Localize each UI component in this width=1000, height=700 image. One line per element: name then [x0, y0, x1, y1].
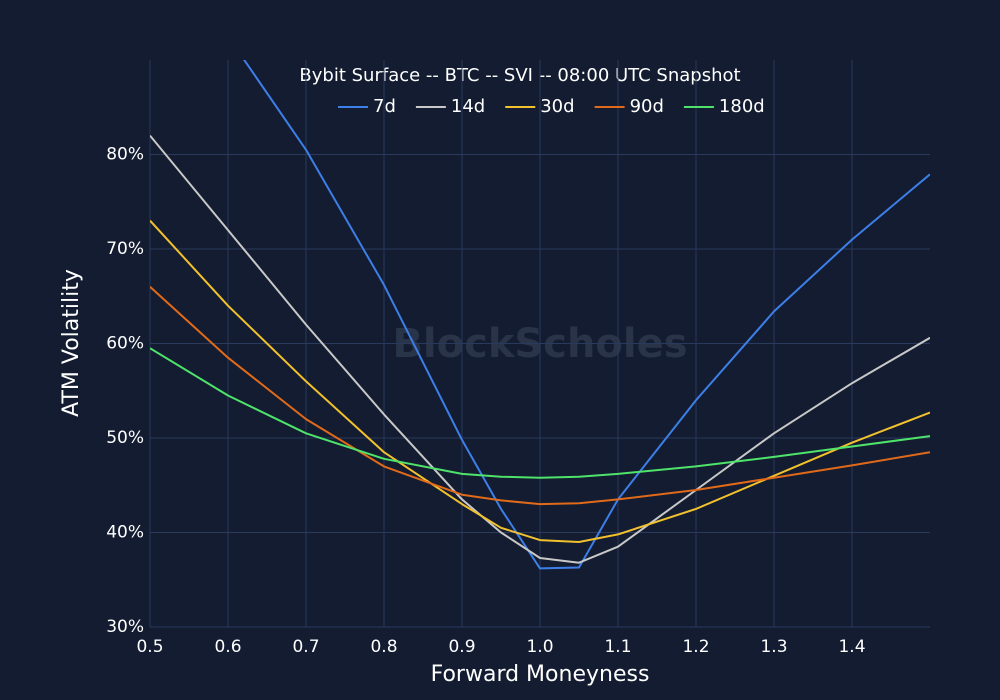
x-tick-label: 0.9 — [448, 637, 475, 657]
legend-label: 30d — [540, 96, 574, 117]
y-tick-label: 40% — [106, 523, 144, 543]
x-tick-label: 0.6 — [214, 637, 241, 657]
x-tick-label: 1.1 — [604, 637, 631, 657]
y-tick-label: 60% — [106, 334, 144, 354]
chart-title: Bybit Surface -- BTC -- SVI -- 08:00 UTC… — [299, 65, 740, 86]
x-tick-label: 1.0 — [526, 637, 553, 657]
series-line — [150, 134, 930, 564]
x-tick-label: 0.5 — [136, 637, 163, 657]
series-line — [150, 347, 930, 479]
x-tick-label: 1.2 — [682, 637, 709, 657]
legend: 7d 14d 30d 90d 180d — [338, 96, 765, 117]
x-tick-label: 1.3 — [760, 637, 787, 657]
x-tick-label: 1.4 — [838, 637, 865, 657]
y-tick-label: 80% — [106, 145, 144, 165]
y-axis-title: ATM Volatility — [59, 269, 84, 417]
legend-label: 180d — [719, 96, 765, 117]
series-line — [243, 60, 930, 570]
legend-label: 90d — [630, 96, 664, 117]
x-tick-label: 0.8 — [370, 637, 397, 657]
y-tick-label: 70% — [106, 239, 144, 259]
series-line — [150, 219, 930, 543]
x-tick-label: 0.7 — [292, 637, 319, 657]
legend-label: 7d — [373, 96, 396, 117]
grid: 30% 40% 50% 60% 70% 80% 0.5 0.6 0.7 0.8 0.9 1.0 1.1 1… — [106, 60, 930, 657]
x-axis-title: Forward Moneyness — [431, 662, 650, 687]
series-line — [150, 286, 930, 506]
legend-label: 14d — [451, 96, 485, 117]
y-tick-label: 50% — [106, 428, 144, 448]
y-tick-label: 30% — [106, 617, 144, 637]
plot-area — [150, 60, 930, 570]
